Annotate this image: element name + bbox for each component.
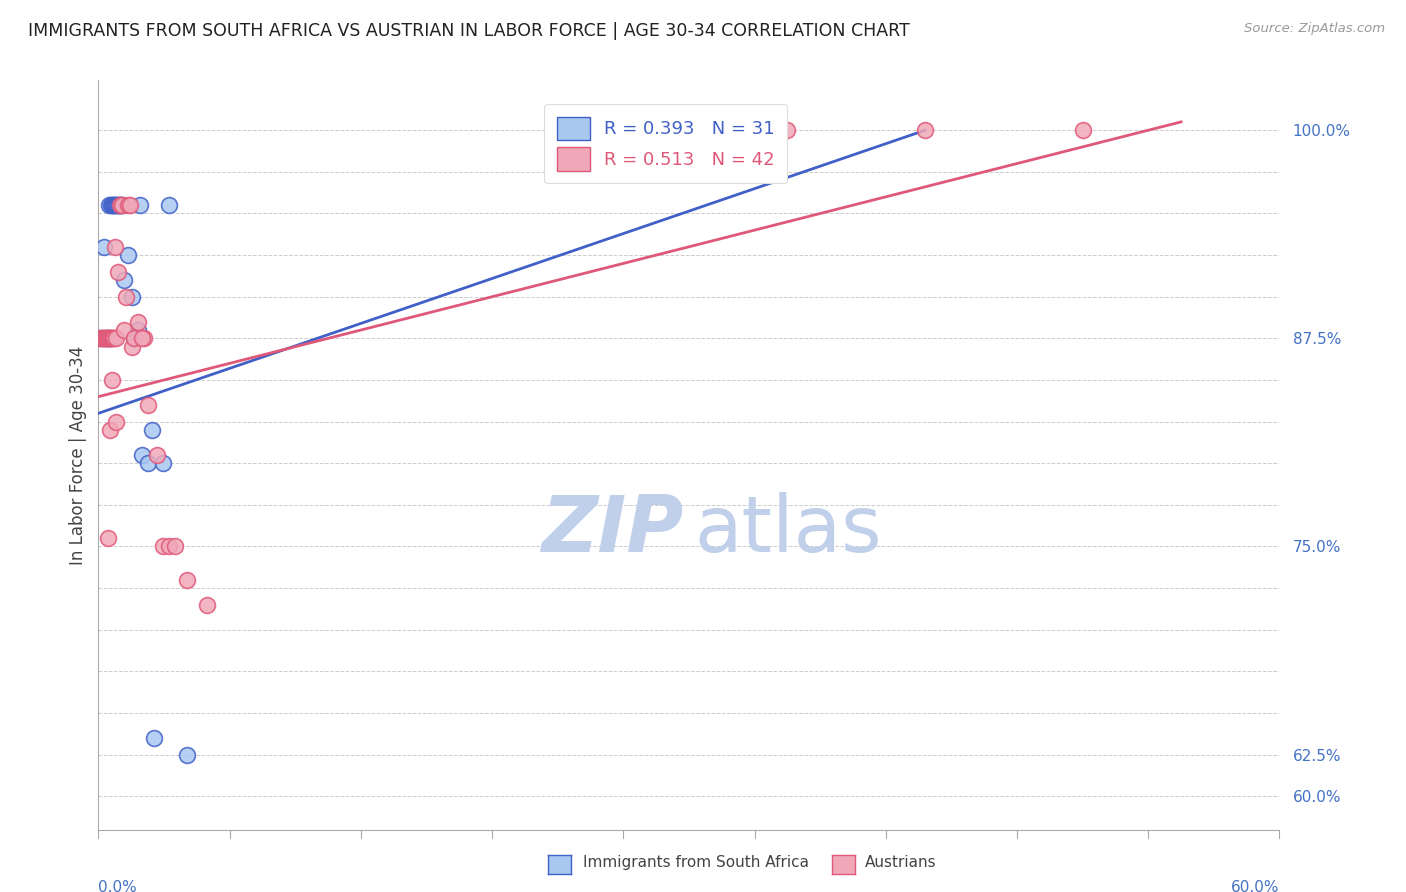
Point — [107, 265, 129, 279]
Point — [101, 373, 124, 387]
Point — [914, 123, 936, 137]
Legend: R = 0.393   N = 31, R = 0.513   N = 42: R = 0.393 N = 31, R = 0.513 N = 42 — [544, 104, 787, 183]
Point — [121, 340, 143, 354]
Point — [98, 423, 121, 437]
Point — [132, 331, 155, 345]
Point — [127, 315, 149, 329]
Text: Source: ZipAtlas.com: Source: ZipAtlas.com — [1244, 22, 1385, 36]
Point — [111, 198, 134, 212]
Point — [122, 331, 145, 345]
Point — [91, 331, 114, 345]
Point — [93, 240, 115, 254]
Point — [98, 331, 121, 345]
Point — [115, 290, 138, 304]
Text: IMMIGRANTS FROM SOUTH AFRICA VS AUSTRIAN IN LABOR FORCE | AGE 30-34 CORRELATION : IMMIGRANTS FROM SOUTH AFRICA VS AUSTRIAN… — [28, 22, 910, 40]
Point — [94, 331, 117, 345]
Point — [127, 323, 149, 337]
Text: Austrians: Austrians — [865, 855, 936, 870]
Point — [98, 198, 121, 212]
Point — [108, 198, 131, 212]
Point — [157, 198, 180, 212]
Point — [121, 290, 143, 304]
Point — [105, 415, 128, 429]
Point — [93, 331, 115, 345]
Point — [107, 198, 129, 212]
Point — [117, 198, 139, 212]
Point — [1071, 123, 1094, 137]
Point — [97, 531, 120, 545]
Point — [104, 198, 127, 212]
Point — [96, 331, 118, 345]
Point — [103, 331, 125, 345]
Point — [165, 540, 187, 554]
Text: Immigrants from South Africa: Immigrants from South Africa — [583, 855, 810, 870]
Point — [128, 198, 150, 212]
Point — [136, 398, 159, 412]
Point — [117, 248, 139, 262]
Point — [100, 198, 122, 212]
Point — [101, 198, 124, 212]
Point — [89, 331, 111, 345]
Point — [105, 198, 128, 212]
Point — [176, 747, 198, 762]
Point — [112, 323, 135, 337]
Point — [98, 331, 121, 345]
Point — [157, 540, 180, 554]
Point — [111, 198, 134, 212]
Point — [131, 448, 153, 462]
Point — [103, 198, 125, 212]
Point — [101, 331, 124, 345]
Point — [136, 456, 159, 470]
Point — [105, 198, 128, 212]
Point — [110, 198, 132, 212]
Point — [97, 331, 120, 345]
Point — [112, 273, 135, 287]
Point — [195, 598, 218, 612]
Point — [98, 331, 121, 345]
Point — [141, 423, 163, 437]
Point — [96, 331, 118, 345]
Text: atlas: atlas — [695, 491, 883, 568]
Text: ZIP: ZIP — [541, 491, 683, 568]
Point — [108, 198, 131, 212]
Point — [142, 731, 165, 745]
Point — [776, 123, 799, 137]
Text: 0.0%: 0.0% — [98, 880, 138, 892]
Text: 60.0%: 60.0% — [1232, 880, 1279, 892]
Point — [90, 331, 112, 345]
Point — [176, 573, 198, 587]
Point — [104, 240, 127, 254]
Point — [152, 540, 174, 554]
Point — [152, 456, 174, 470]
Point — [108, 198, 131, 212]
Point — [103, 331, 125, 345]
Y-axis label: In Labor Force | Age 30-34: In Labor Force | Age 30-34 — [69, 345, 87, 565]
Point — [96, 331, 118, 345]
Point — [118, 198, 141, 212]
Point — [146, 448, 169, 462]
Point — [100, 331, 122, 345]
Point — [105, 331, 128, 345]
Point — [122, 331, 145, 345]
Point — [93, 331, 115, 345]
Point — [103, 198, 125, 212]
Point — [97, 331, 120, 345]
Point — [131, 331, 153, 345]
